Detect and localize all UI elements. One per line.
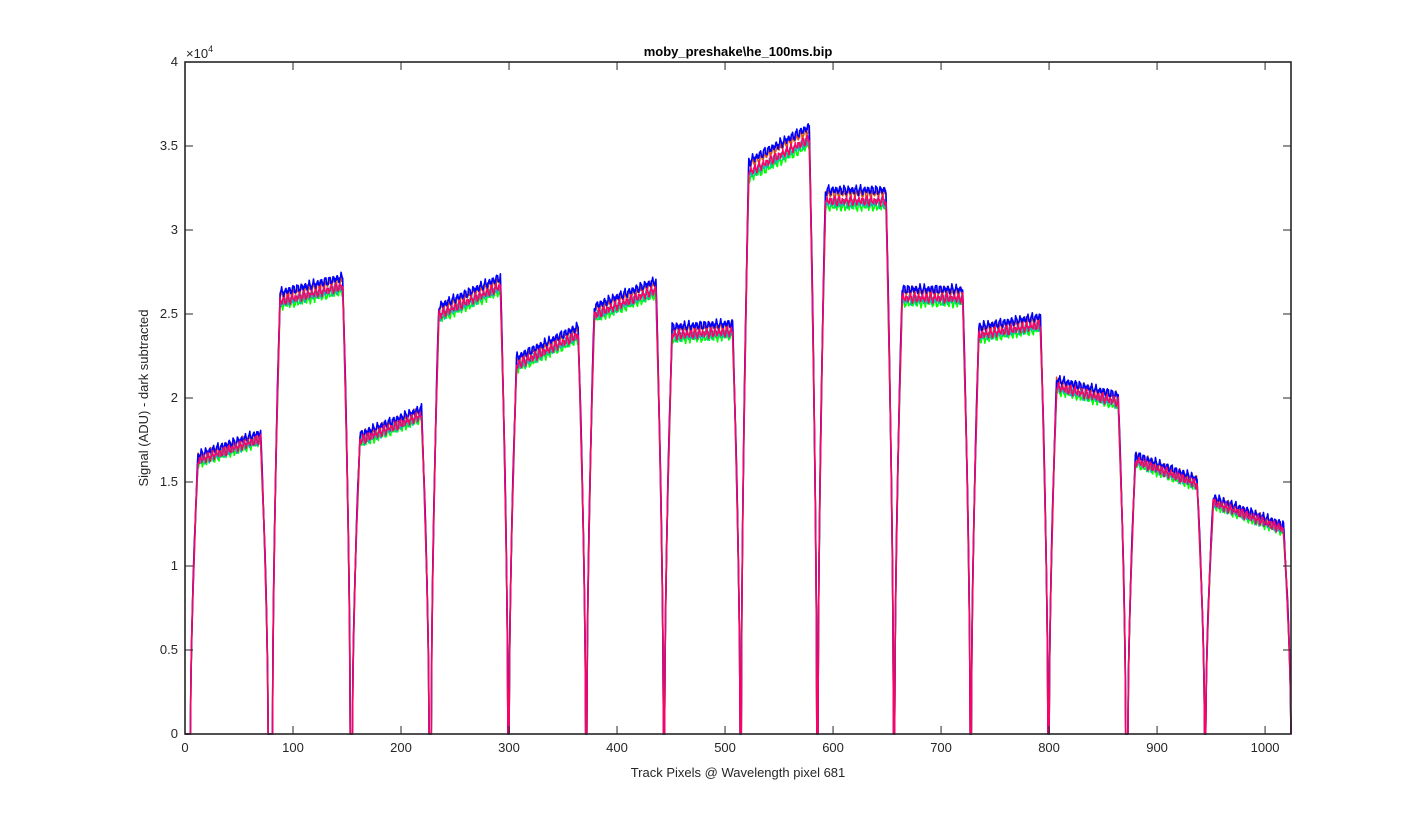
y-exponent-label: ×104 <box>186 44 213 61</box>
x-tick-label: 200 <box>390 740 412 755</box>
x-tick-label: 700 <box>930 740 952 755</box>
x-tick-label: 600 <box>822 740 844 755</box>
y-tick-label: 1.5 <box>160 474 178 489</box>
x-tick-label: 300 <box>498 740 520 755</box>
x-tick-label: 100 <box>282 740 304 755</box>
x-tick-label: 800 <box>1038 740 1060 755</box>
x-tick-label: 500 <box>714 740 736 755</box>
x-axis-label: Track Pixels @ Wavelength pixel 681 <box>631 765 846 780</box>
y-axis-label: Signal (ADU) - dark subtracted <box>136 309 151 486</box>
y-tick-label: 2 <box>171 390 178 405</box>
y-tick-label: 3 <box>171 222 178 237</box>
y-tick-label: 1 <box>171 558 178 573</box>
y-tick-label: 2.5 <box>160 306 178 321</box>
y-exponent-base: ×10 <box>186 46 208 61</box>
axes-box <box>184 61 1292 735</box>
y-exponent-power: 4 <box>208 44 213 54</box>
x-tick-label: 0 <box>181 740 188 755</box>
y-tick-label: 3.5 <box>160 138 178 153</box>
x-tick-label: 400 <box>606 740 628 755</box>
x-tick-label: 1000 <box>1251 740 1280 755</box>
series-line <box>184 134 1292 735</box>
chart-title: moby_preshake\he_100ms.bip <box>644 44 833 59</box>
series-layer <box>184 123 1292 735</box>
y-tick-label: 4 <box>171 54 178 69</box>
x-tick-label: 900 <box>1146 740 1168 755</box>
y-tick-label: 0 <box>171 726 178 741</box>
y-tick-label: 0.5 <box>160 642 178 657</box>
